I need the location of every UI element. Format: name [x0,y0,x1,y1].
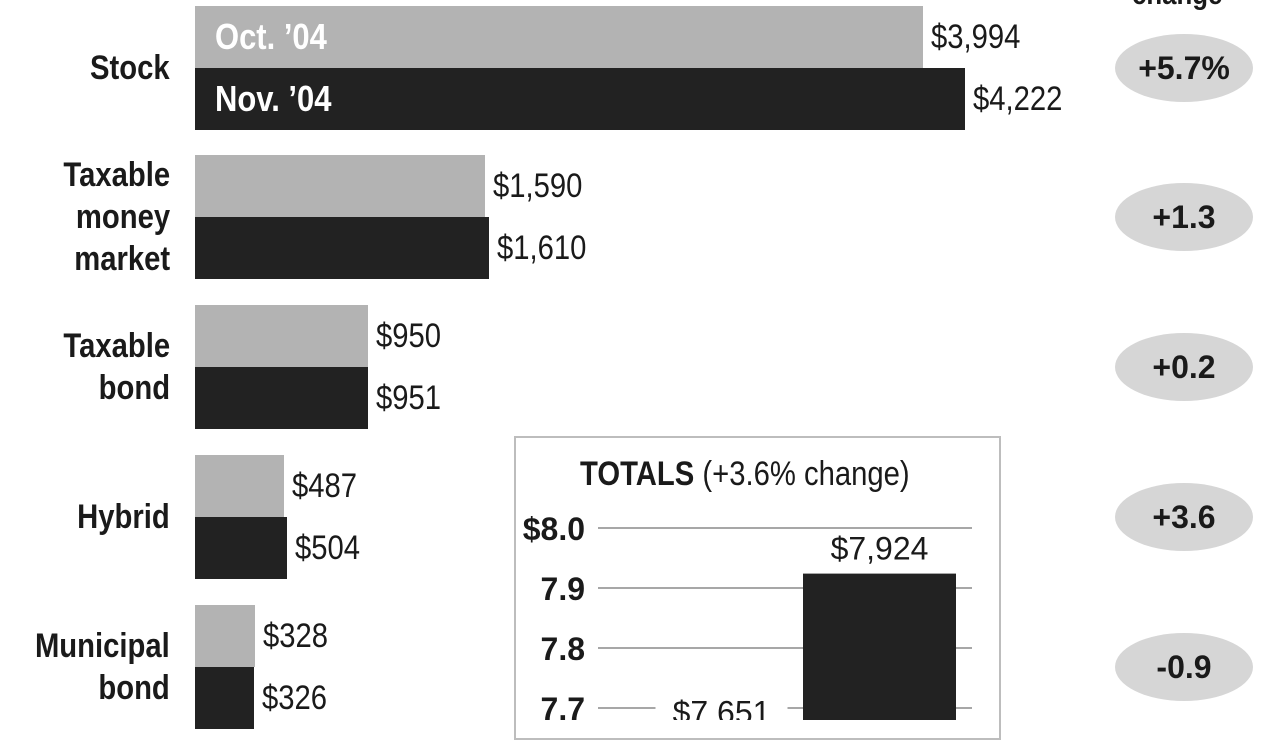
value-label-oct-taxable-bond: $950 [376,317,442,355]
change-badge-taxable-money-market: +1.3 [1115,183,1253,251]
bar-nov-hybrid [195,517,287,579]
bar-oct-municipal-bond [195,605,255,667]
change-value: +3.6 [1152,499,1216,535]
category-label-taxable-money-market: Taxable money market [63,154,170,280]
change-value: -0.9 [1156,649,1212,685]
value-label-nov-taxable-bond: $951 [376,379,442,417]
change-badge-hybrid: +3.6 [1115,483,1253,551]
legend-oct: Oct. ’04 [215,16,327,57]
value-label-oct-municipal-bond: $328 [263,617,329,655]
y-tick-label: 7.9 [541,571,585,607]
change-badge-municipal-bond: -0.9 [1115,633,1253,701]
bar-nov-taxable-bond [195,367,368,429]
change-value: +1.3 [1152,199,1216,235]
change-value: +5.7% [1138,50,1230,86]
bar-nov-taxable-money-market [195,217,489,279]
totals-title: TOTALS (+3.6% change) [580,455,910,494]
y-tick-label: $8.0 [523,511,585,547]
change-value: +0.2 [1152,349,1216,385]
category-label-hybrid: Hybrid [77,496,170,538]
change-column-header: change [1132,0,1222,12]
value-label-nov-stock: $4,222 [973,80,1063,118]
value-label-oct-taxable-money-market: $1,590 [493,167,583,205]
totals-title-bold: TOTALS [580,455,695,493]
totals-chart: $8.0 7.9 7.8 7.7 $7,651 $7,924 [523,511,972,720]
value-label-nov-hybrid: $504 [295,529,361,567]
value-label-oct-stock: $3,994 [931,18,1021,56]
bar-nov-municipal-bond [195,667,254,729]
category-label-line: Stock [90,49,170,87]
change-badge-taxable-bond: +0.2 [1115,333,1253,401]
totals-value-label-oct: $7,651 [673,694,771,720]
totals-value-label-nov: $7,924 [831,531,929,567]
y-tick-label: 7.8 [541,631,585,667]
category-label-line: Municipal [35,627,170,665]
category-label-line: Taxable [63,327,170,365]
category-label-line: Taxable [63,156,170,194]
category-label-line: market [74,240,170,278]
totals-title-rest: (+3.6% change) [694,455,910,493]
value-label-nov-taxable-money-market: $1,610 [497,229,587,267]
bar-oct-taxable-bond [195,305,368,367]
value-label-nov-municipal-bond: $326 [262,679,328,717]
totals-bar-nov [803,573,956,720]
change-badge-stock: +5.7% [1115,34,1253,102]
legend-nov: Nov. ’04 [215,78,332,119]
bar-oct-stock [195,6,923,68]
category-label-stock: Stock [90,47,170,89]
category-label-municipal-bond: Municipal bond [35,625,170,709]
category-label-line: money [75,198,170,236]
y-tick-label: 7.7 [541,691,585,720]
category-label-line: Hybrid [77,498,170,536]
bar-oct-taxable-money-market [195,155,485,217]
bar-oct-hybrid [195,455,284,517]
value-label-oct-hybrid: $487 [292,467,358,505]
category-label-line: bond [98,669,170,707]
category-label-line: bond [98,369,170,407]
category-label-taxable-bond: Taxable bond [63,325,170,409]
totals-value-label-bg [813,529,946,568]
fund-assets-chart: change TOTALS (+3.6% change) $8.0 7.9 7.8 7… [35,0,1253,740]
bar-nov-stock [195,68,965,130]
totals-value-label-bg [655,693,788,720]
